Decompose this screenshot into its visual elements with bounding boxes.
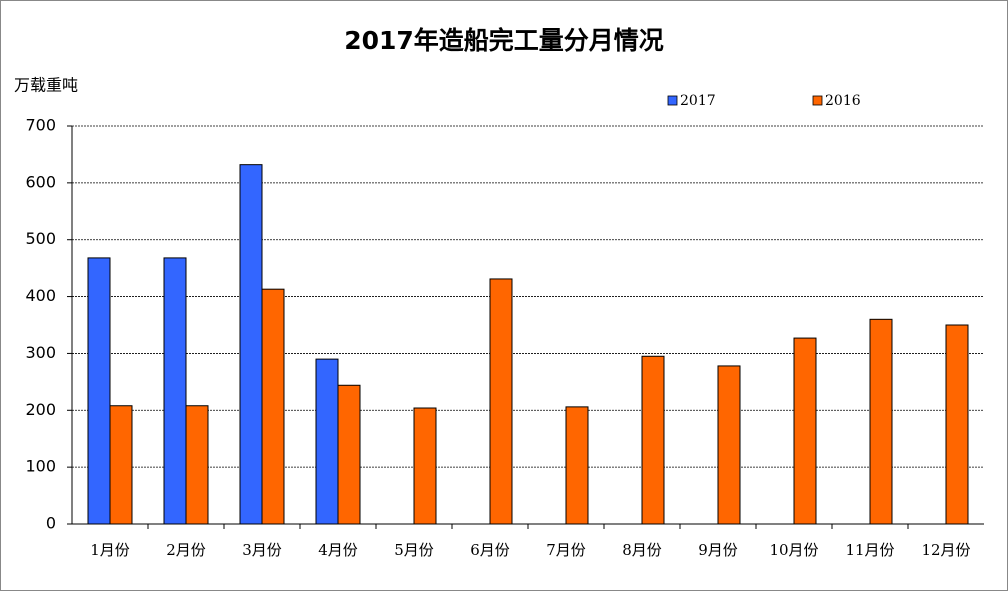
legend-swatch (812, 95, 823, 106)
bar (717, 365, 741, 525)
x-tick-label: 9月份 (698, 541, 738, 559)
y-tick-label: 600 (25, 172, 56, 191)
x-tick-label: 4月份 (318, 541, 358, 559)
bar (945, 324, 969, 525)
bar (565, 406, 589, 525)
bar (87, 257, 111, 525)
y-tick-label: 500 (25, 229, 56, 248)
y-tick-label: 100 (25, 457, 56, 476)
x-tick-label: 11月份 (845, 541, 894, 559)
bar (869, 318, 893, 525)
bar (163, 257, 187, 525)
bar (413, 407, 437, 525)
bar (261, 288, 285, 525)
bar (337, 384, 361, 525)
y-tick-label: 400 (25, 286, 56, 305)
legend-label: 2017 (680, 93, 716, 109)
y-axis-label: 万载重吨 (14, 76, 78, 95)
chart-title: 2017年造船完工量分月情况 (344, 26, 664, 55)
bar (793, 337, 817, 525)
legend-label: 2016 (825, 93, 861, 109)
y-tick-label: 200 (25, 400, 56, 419)
x-tick-label: 5月份 (394, 541, 434, 559)
bar (641, 355, 665, 525)
x-tick-label: 12月份 (921, 541, 970, 559)
bar (185, 405, 209, 525)
bar (109, 405, 133, 525)
x-tick-label: 6月份 (470, 541, 510, 559)
bar (489, 278, 513, 525)
y-tick-label: 300 (25, 343, 56, 362)
x-tick-label: 2月份 (166, 541, 206, 559)
y-tick-label: 0 (46, 514, 56, 533)
x-tick-label: 7月份 (546, 541, 586, 559)
x-tick-label: 3月份 (242, 541, 282, 559)
y-tick-label: 700 (25, 116, 56, 135)
x-tick-label: 10月份 (769, 541, 818, 559)
legend-swatch (667, 95, 678, 106)
bar (239, 164, 263, 525)
x-tick-label: 8月份 (622, 541, 662, 559)
bar (315, 358, 339, 525)
x-tick-label: 1月份 (90, 541, 130, 559)
